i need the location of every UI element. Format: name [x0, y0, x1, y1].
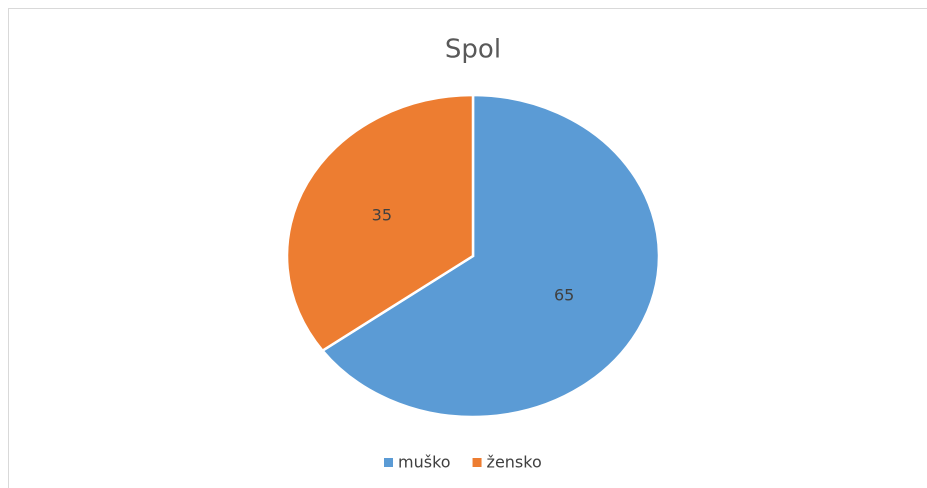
chart-title: Spol: [445, 35, 501, 65]
legend-label: žensko: [487, 453, 542, 472]
legend-swatch: [472, 458, 482, 467]
data-label: 65: [554, 286, 574, 305]
data-label: 35: [372, 205, 392, 224]
pie-slice: [320, 93, 661, 419]
legend-swatch: [384, 458, 393, 467]
pie-slice: [285, 93, 475, 353]
legend-label: muško: [398, 453, 451, 472]
